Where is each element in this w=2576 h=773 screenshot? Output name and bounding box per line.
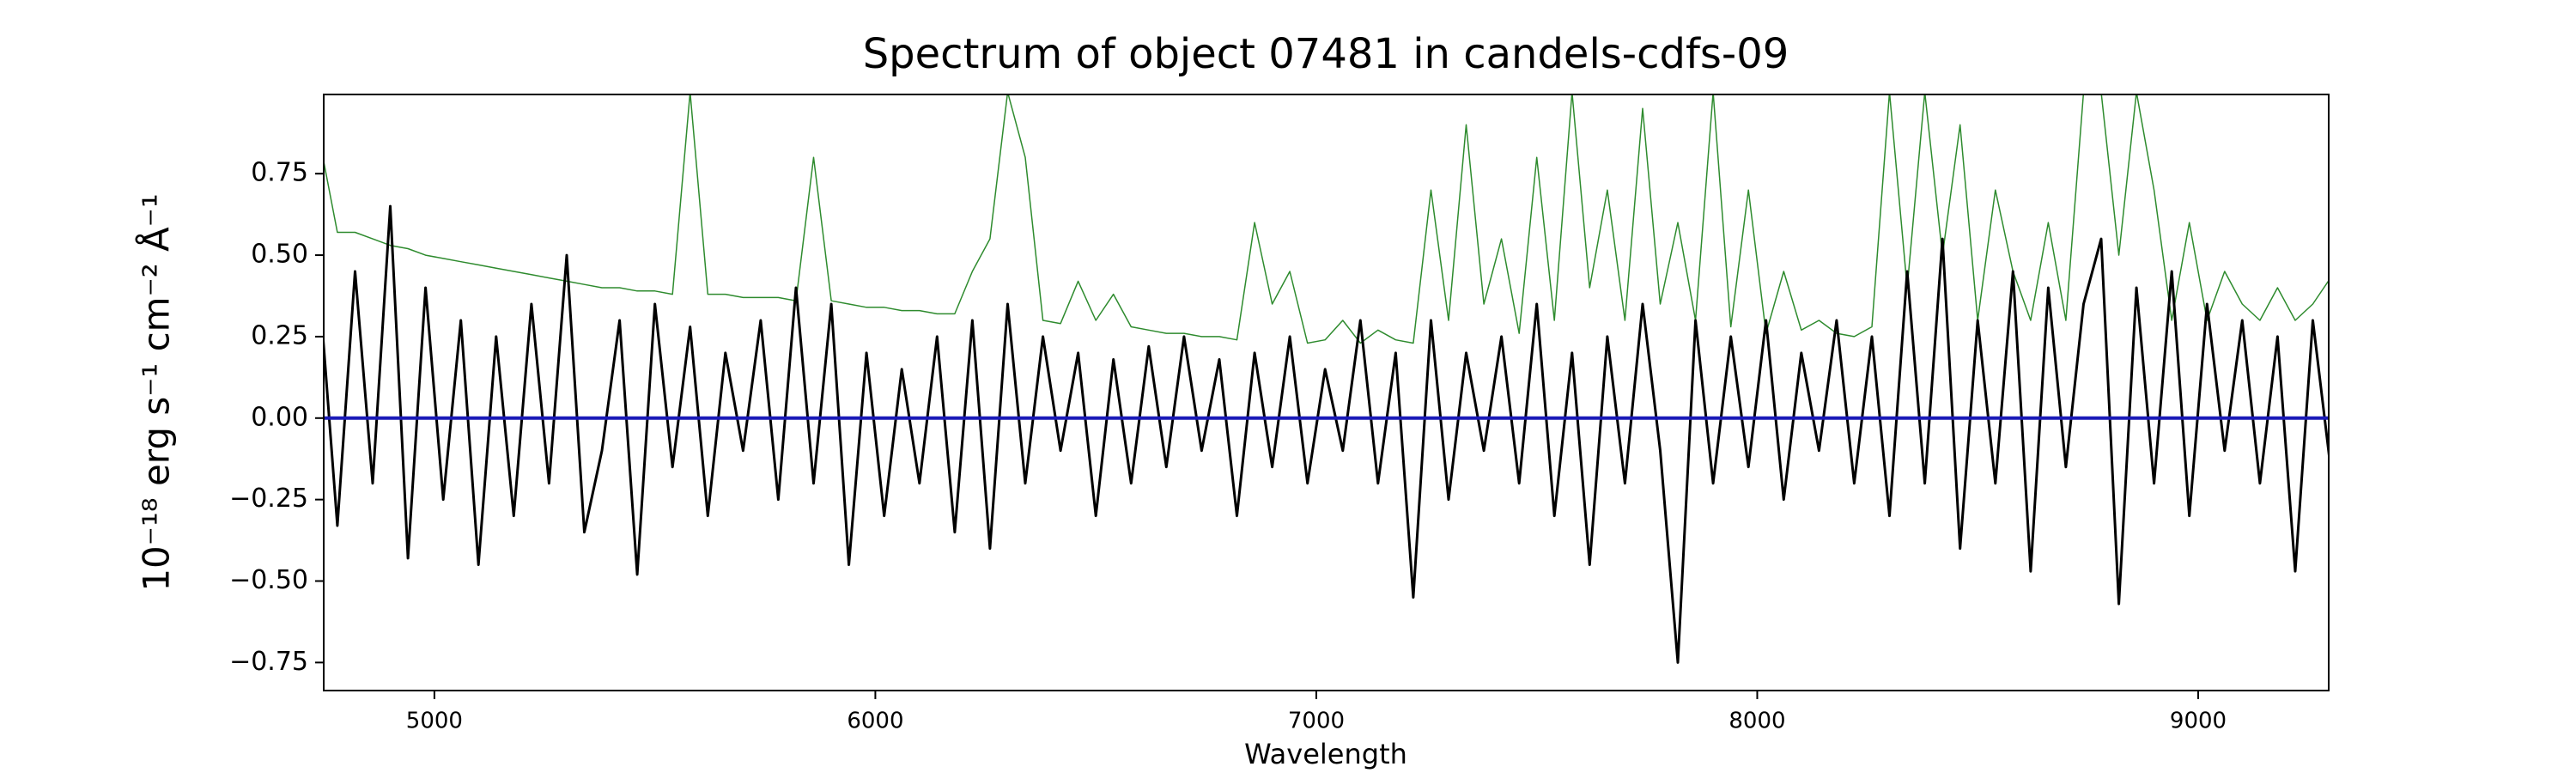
x-tick-label: 7000 xyxy=(1288,709,1345,734)
spectrum-line xyxy=(324,204,2329,664)
x-tick-label: 6000 xyxy=(847,709,903,734)
y-tick-label: −0.75 xyxy=(229,647,308,677)
y-tick-label: 0.50 xyxy=(251,240,308,270)
chart-title: Spectrum of object 07481 in candels-cdfs… xyxy=(863,30,1789,78)
spectrum-line xyxy=(324,94,2329,344)
y-tick-label: 0.00 xyxy=(251,402,308,432)
x-tick-label: 9000 xyxy=(2170,709,2227,734)
plot-frame xyxy=(323,94,2330,691)
x-axis-label: Wavelength xyxy=(1244,738,1407,770)
y-tick-label: −0.50 xyxy=(229,565,308,595)
y-tick-label: 0.25 xyxy=(251,320,308,350)
y-tick-label: 0.75 xyxy=(251,158,308,188)
x-tick-label: 5000 xyxy=(406,709,463,734)
y-axis-label: 10⁻¹⁸ erg s⁻¹ cm⁻² Å⁻¹ xyxy=(135,193,178,591)
plot-lines xyxy=(324,94,2329,664)
x-tick-label: 8000 xyxy=(1728,709,1785,734)
y-tick-label: −0.25 xyxy=(229,484,308,514)
